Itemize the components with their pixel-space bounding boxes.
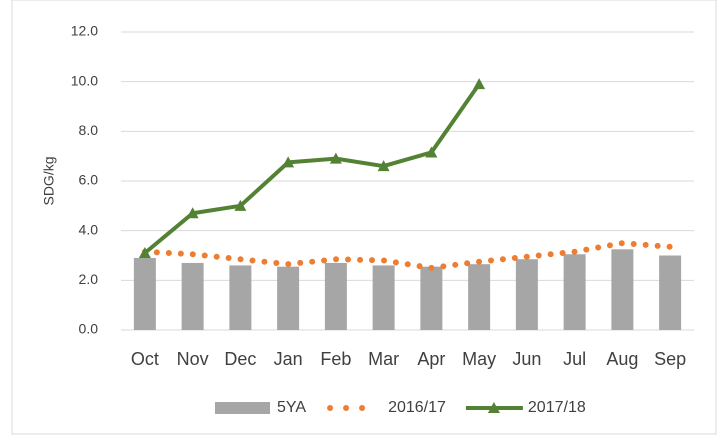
x-tick-label: Feb — [320, 349, 351, 369]
marker — [282, 156, 295, 168]
bar — [659, 255, 682, 330]
x-tick-label: Jun — [512, 349, 541, 369]
y-tick-label: 10.0 — [71, 72, 98, 88]
x-tick-label: Oct — [131, 349, 159, 369]
bar — [324, 262, 347, 330]
bar — [563, 254, 586, 330]
bar — [420, 266, 443, 330]
y-tick-label: 8.0 — [79, 122, 99, 138]
x-tick-label: May — [462, 349, 496, 369]
bar — [277, 266, 300, 330]
x-tick-label: Jul — [563, 349, 586, 369]
bar — [133, 257, 156, 330]
y-tick-label: 2.0 — [79, 271, 99, 287]
legend-label: 5YA — [277, 399, 306, 416]
bar — [372, 265, 395, 330]
bar — [515, 259, 538, 330]
bar — [181, 262, 204, 330]
y-tick-label: 12.0 — [71, 23, 98, 39]
marker — [186, 207, 199, 219]
x-tick-label: Dec — [224, 349, 256, 369]
legend-marker — [487, 402, 500, 413]
legend-swatch — [215, 402, 270, 414]
y-tick-label: 6.0 — [79, 172, 99, 188]
marker — [377, 160, 390, 172]
bar — [468, 264, 491, 330]
marker — [234, 199, 247, 211]
marker — [473, 78, 486, 90]
y-tick-label: 0.0 — [79, 321, 99, 337]
legend-label: 2016/17 — [388, 399, 446, 416]
line — [143, 83, 481, 255]
x-tick-label: Apr — [417, 349, 445, 369]
x-tick-label: Sep — [654, 349, 686, 369]
bar — [611, 249, 634, 330]
x-tick-label: Aug — [606, 349, 638, 369]
legend-label: 2017/18 — [528, 399, 586, 416]
y-tick-label: 4.0 — [79, 221, 99, 237]
marker — [329, 152, 342, 164]
bar — [229, 265, 252, 330]
x-tick-label: Nov — [177, 349, 209, 369]
x-tick-label: Mar — [368, 349, 399, 369]
line — [141, 240, 674, 271]
chart-border — [11, 0, 717, 435]
marker — [138, 247, 151, 259]
x-tick-label: Jan — [274, 349, 303, 369]
marker — [425, 146, 438, 158]
y-axis-label: SDG/kg — [41, 156, 57, 205]
